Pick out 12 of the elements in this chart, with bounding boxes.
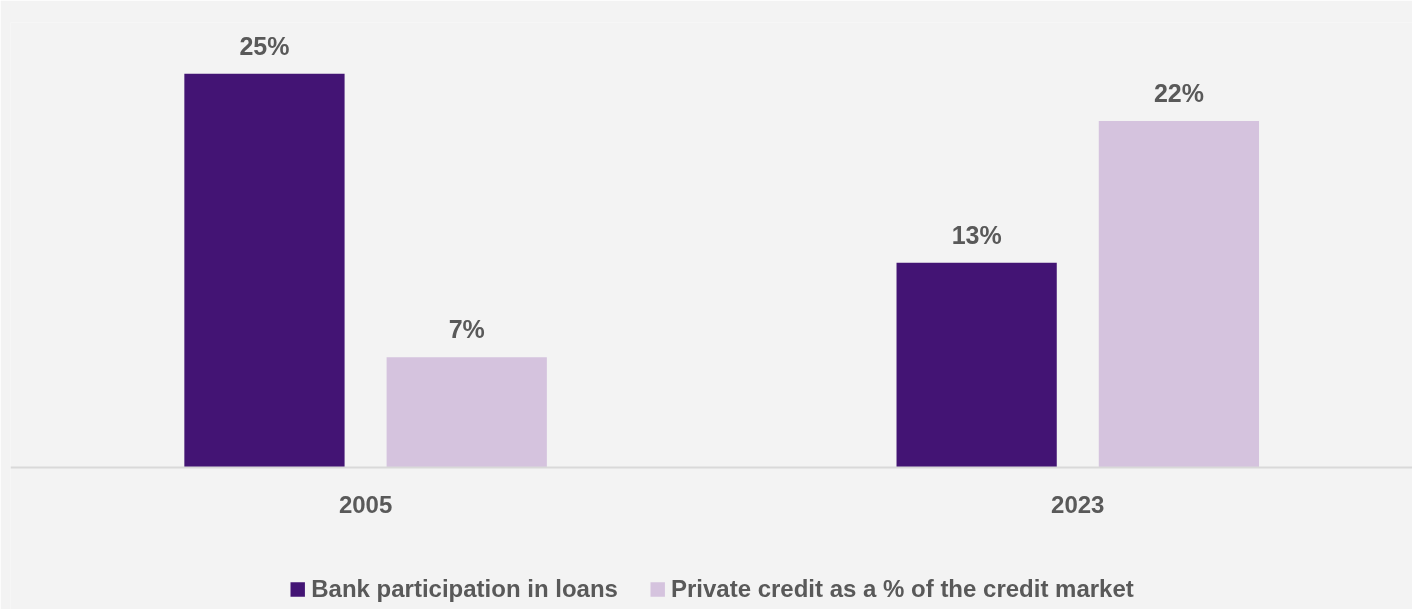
x-tick-label: 2023 — [1051, 490, 1105, 518]
bar — [896, 262, 1057, 468]
bar — [1098, 120, 1260, 468]
data-label: 25% — [239, 31, 290, 60]
data-label: 7% — [448, 315, 485, 344]
bar — [386, 357, 547, 468]
data-label: 22% — [1153, 78, 1204, 107]
legend-label: Private credit as a % of the credit market — [670, 575, 1134, 603]
bar — [184, 73, 345, 468]
data-label: 13% — [951, 220, 1002, 249]
x-tick-label: 2005 — [338, 490, 393, 518]
legend-label: Bank participation in loans — [311, 575, 618, 603]
